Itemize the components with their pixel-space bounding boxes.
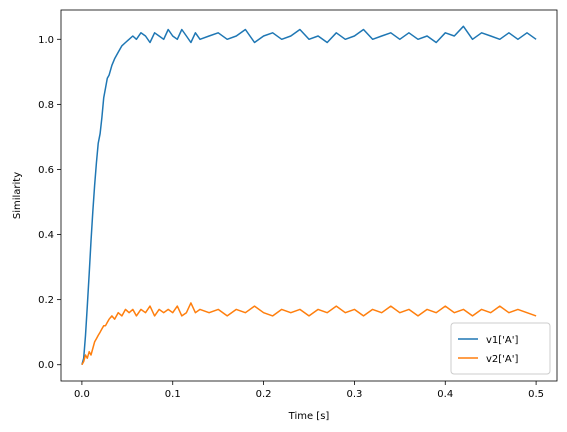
y-tick-label: 0.0 (38, 360, 54, 371)
x-tick-label: 0.4 (437, 389, 453, 400)
series-line-1 (81, 25, 537, 365)
plot-area (81, 25, 537, 366)
x-tick-label: 0.3 (346, 389, 362, 400)
x-tick-label: 0.5 (528, 389, 544, 400)
legend: v1['A'] v2['A'] (450, 322, 551, 375)
y-tick-label: 0.4 (38, 230, 54, 241)
x-tick-label: 0.0 (74, 389, 90, 400)
legend-box (450, 322, 551, 375)
y-tick-label: 0.6 (38, 165, 54, 176)
y-tick-label: 0.2 (38, 295, 54, 306)
x-tick-label: 0.2 (256, 389, 272, 400)
x-axis-ticks: 0.0 0.1 0.2 0.3 0.4 0.5 (74, 381, 544, 400)
y-axis-label: Similarity (12, 172, 23, 219)
series-line-2 (81, 302, 537, 366)
y-axis-ticks: 0.0 0.2 0.4 0.6 0.8 1.0 (38, 35, 61, 371)
x-tick-label: 0.1 (165, 389, 181, 400)
axes-frame (60, 9, 558, 382)
x-axis-label: Time [s] (288, 411, 330, 422)
y-tick-label: 1.0 (38, 35, 54, 46)
legend-label-v2: v2['A'] (486, 354, 519, 365)
y-tick-label: 0.8 (38, 100, 54, 111)
legend-label-v1: v1['A'] (486, 335, 519, 346)
